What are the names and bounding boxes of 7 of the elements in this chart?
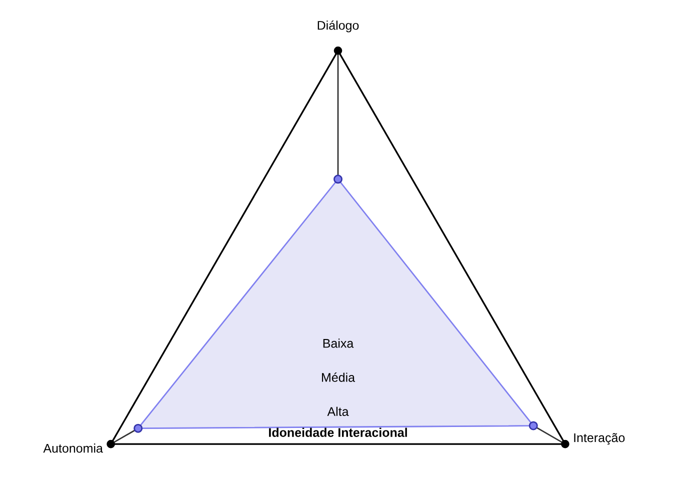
text: Alta [327, 406, 349, 416]
spoke-label: Autonomia [43, 444, 103, 453]
spoke-label: Diálogo [318, 20, 359, 32]
text: Baixa [323, 338, 354, 348]
spoke-label: Interação [574, 433, 625, 445]
text: Idoneidade Interacional [269, 428, 407, 437]
text: Média [322, 372, 356, 382]
